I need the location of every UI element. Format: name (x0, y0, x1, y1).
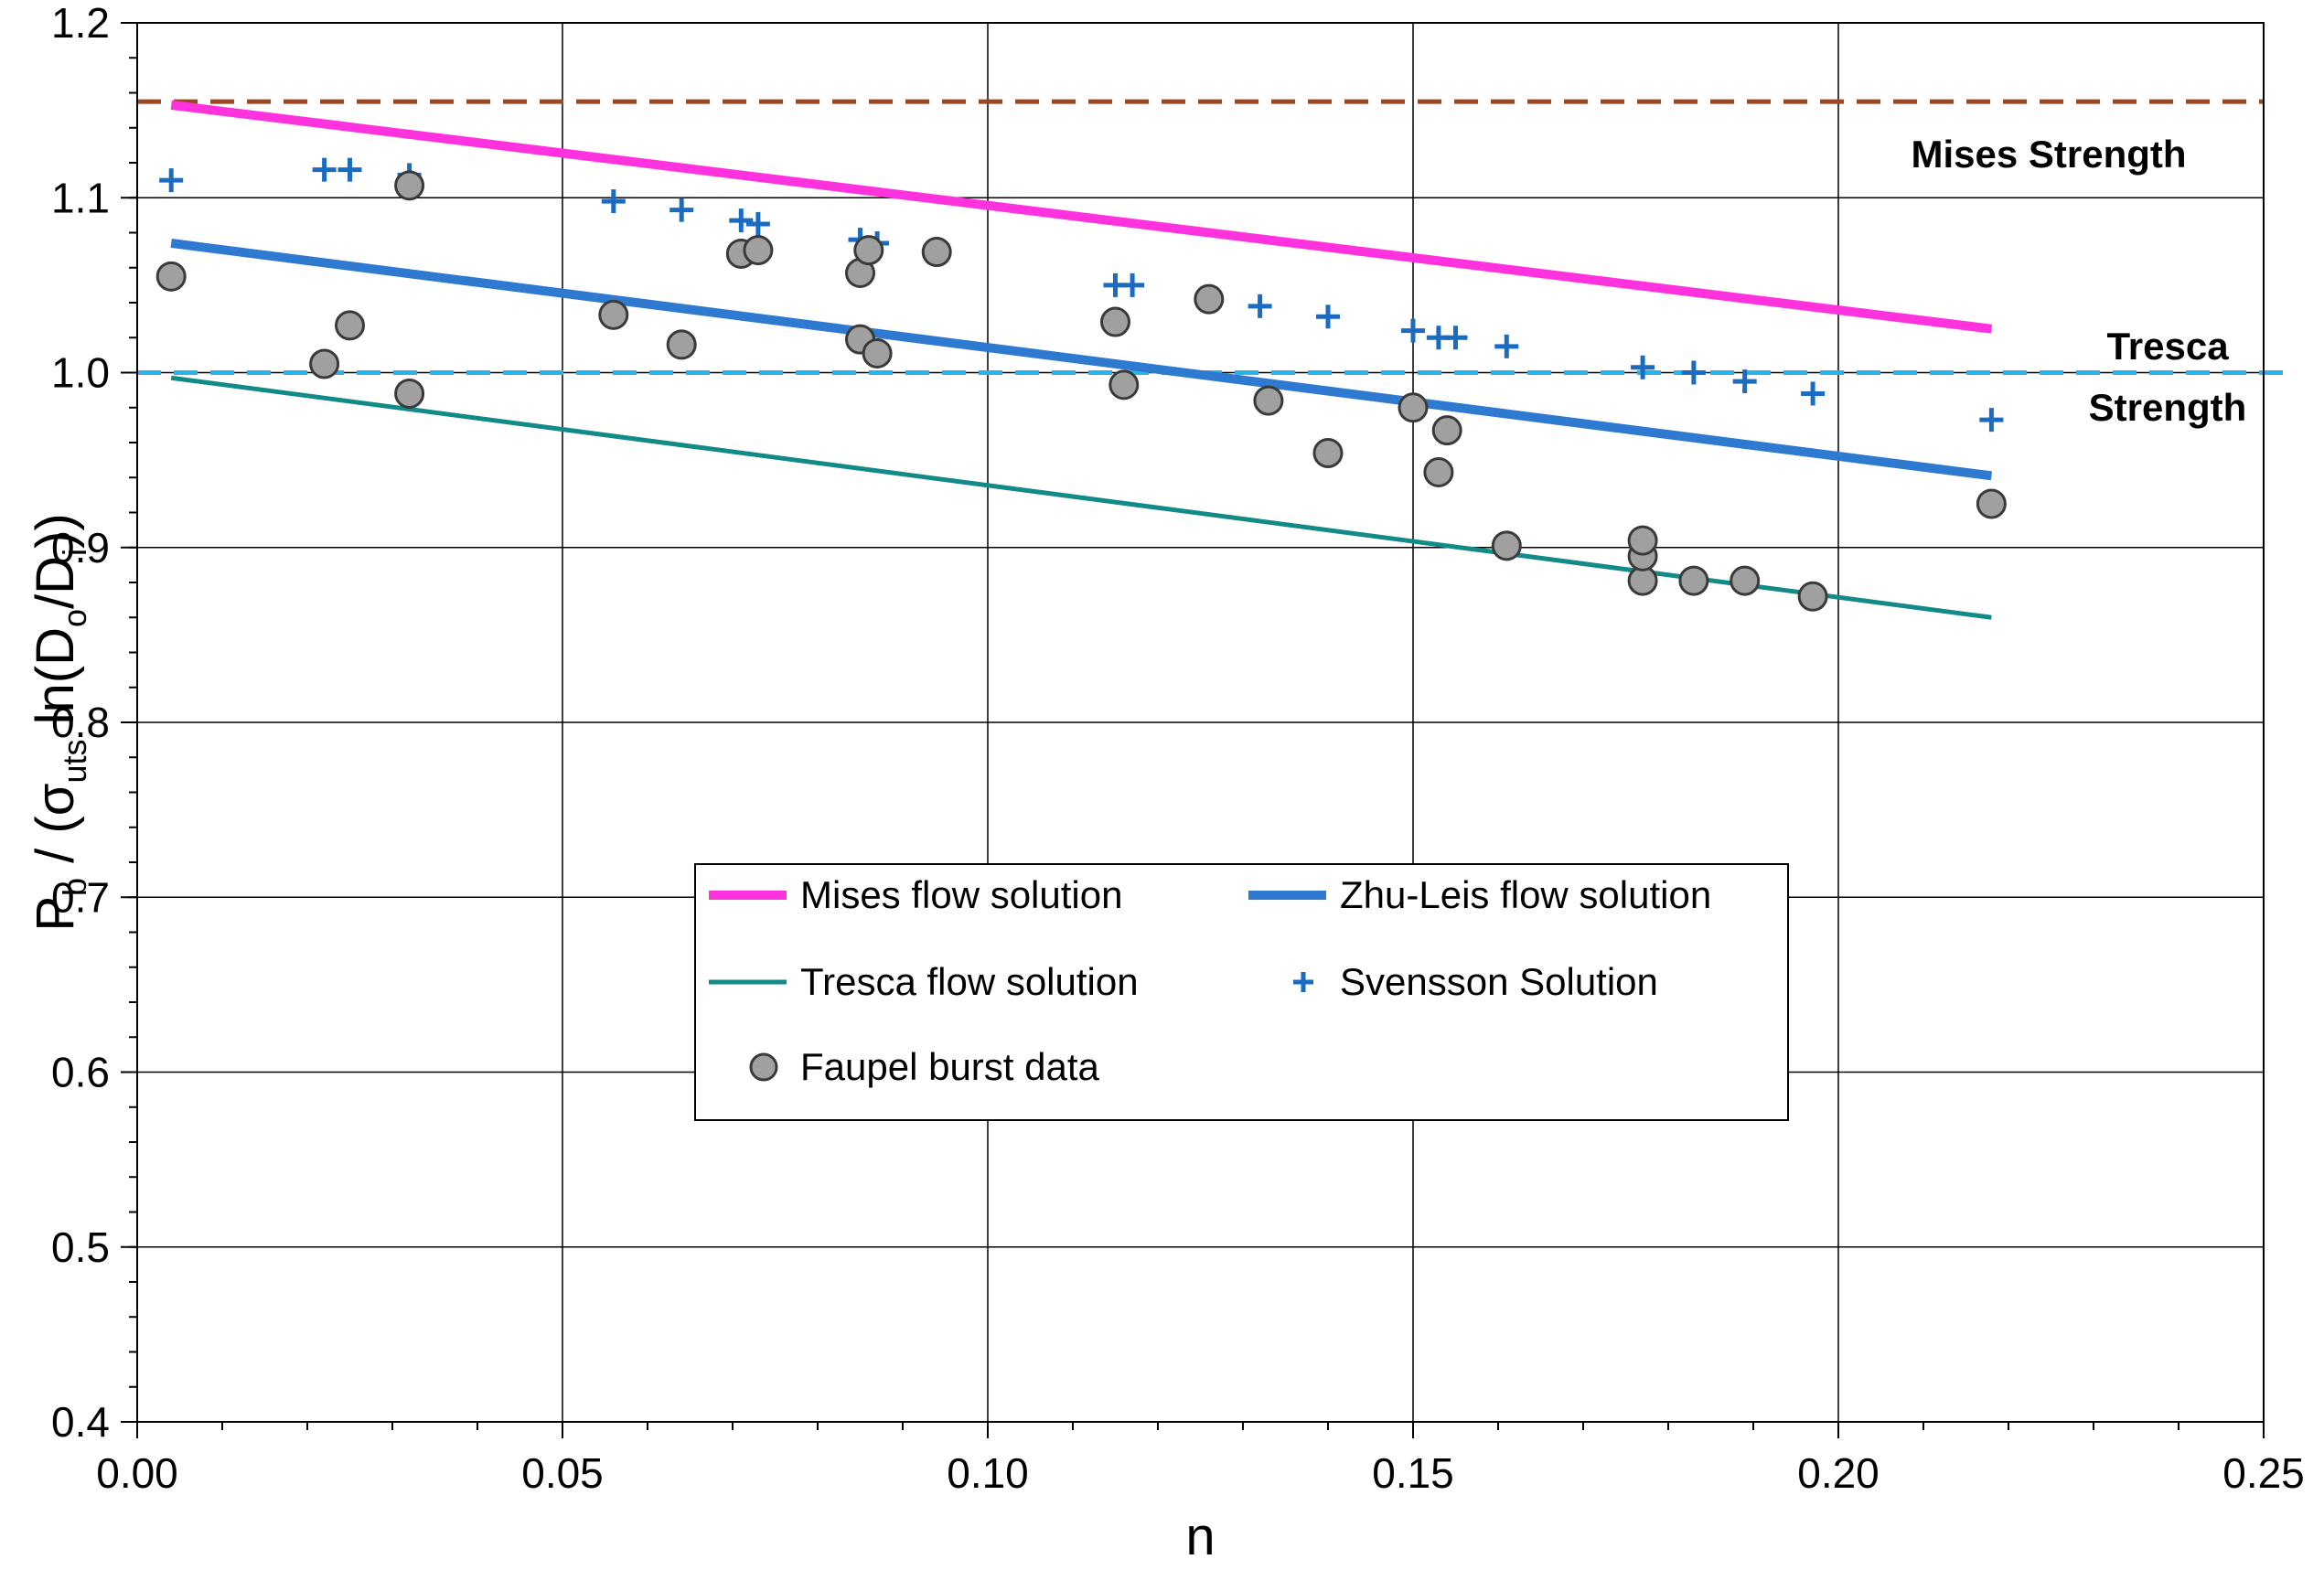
svensson-point-5 (669, 198, 694, 222)
svensson-point-20 (1732, 369, 1757, 394)
faupel-point-25 (1627, 525, 1658, 556)
y-title-sub-i: i (56, 549, 93, 556)
faupel-point-15 (1108, 369, 1140, 401)
faupel-point-27 (1730, 565, 1761, 596)
legend-item-2-label: Tresca flow solution (800, 960, 1139, 1003)
faupel-point-11 (853, 235, 884, 266)
faupel-point-1 (309, 348, 340, 379)
legend-item-3-label: Svensson Solution (1340, 960, 1658, 1003)
faupel-point-26 (1678, 565, 1709, 596)
plot-frame (136, 22, 2265, 1423)
faupel-point-22 (1491, 530, 1522, 561)
legend-item-1: Zhu-Leis flow solution (1248, 873, 1711, 916)
y-title-sub-o: o (56, 609, 93, 627)
svensson-point-18 (1631, 355, 1655, 379)
svensson-point-4 (601, 189, 626, 214)
series-layer (155, 100, 2007, 620)
series-zhu-leis-flow-solution (170, 239, 1993, 481)
y-title-part4: /D (26, 556, 85, 609)
svensson-point-17 (1494, 334, 1519, 358)
y-title-sub-b: b (56, 878, 93, 896)
svensson-point-6 (729, 208, 754, 233)
x-tick-label-1: 0.05 (521, 1449, 604, 1497)
legend-item-4-swatch (749, 1052, 778, 1082)
legend-item-2: Tresca flow solution (709, 960, 1139, 1003)
series-mises-flow-solution (170, 100, 1993, 334)
y-tick-label-6: 1.0 (51, 349, 110, 397)
x-tick-label-3: 0.15 (1372, 1449, 1454, 1497)
y-tick-label-3: 0.7 (51, 873, 110, 921)
mises-strength-label: Mises Strength (1911, 133, 2186, 176)
axis-labels: n Pb / (σuts ln(Do/Di)) (26, 513, 1216, 1566)
y-tick-label-0: 0.4 (51, 1398, 110, 1446)
faupel-point-19 (1398, 392, 1429, 423)
y-title-p: P (26, 896, 85, 932)
axes: 0.00 0.05 0.10 0.15 0.20 0.25 0.4 0.5 0.6 0.7 0.8 0… (51, 0, 2305, 1497)
faupel-point-8 (743, 235, 774, 266)
y-title-part2: / (σ (26, 783, 85, 877)
svensson-point-14 (1401, 318, 1425, 343)
faupel-point-3 (394, 378, 425, 409)
legend-item-3-swatch (1293, 972, 1313, 992)
y-title-sub-uts: uts (56, 739, 93, 783)
svensson-point-11 (1120, 272, 1145, 297)
faupel-point-28 (1797, 581, 1828, 612)
svensson-point-2 (337, 157, 362, 182)
legend-box (694, 863, 1789, 1121)
legend: Mises flow solution Zhu-Leis flow solutio… (694, 863, 1789, 1121)
faupel-point-6 (666, 329, 697, 360)
tresca-label-line1: Tresca (2106, 325, 2229, 368)
svensson-point-12 (1248, 294, 1272, 318)
svensson-point-7 (745, 211, 770, 236)
faupel-point-13 (921, 237, 952, 268)
faupel-point-29 (1976, 488, 2007, 519)
svensson-point-13 (1316, 304, 1340, 329)
faupel-point-4 (394, 170, 425, 201)
tresca-label-line2: Strength (2089, 386, 2247, 429)
x-tick-label-2: 0.10 (947, 1449, 1029, 1497)
faupel-point-20 (1423, 457, 1454, 488)
legend-item-3: Svensson Solution (1293, 960, 1658, 1003)
series-line-1 (170, 239, 1993, 481)
y-tick-label-5: 0.9 (51, 524, 110, 571)
series-faupel-burst-data (155, 170, 2007, 612)
svensson-point-16 (1443, 326, 1468, 350)
legend-item-1-label: Zhu-Leis flow solution (1340, 873, 1711, 916)
faupel-point-0 (155, 261, 187, 292)
faupel-point-14 (1100, 306, 1130, 337)
y-title-part5: )) (26, 513, 85, 549)
faupel-point-17 (1253, 385, 1284, 416)
x-tick-label-4: 0.20 (1797, 1449, 1880, 1497)
faupel-point-12 (862, 337, 893, 368)
x-axis-title: n (1185, 1507, 1215, 1566)
faupel-point-18 (1312, 437, 1344, 468)
svensson-point-1 (312, 157, 337, 182)
x-tick-label-0: 0.00 (96, 1449, 178, 1497)
series-line-0 (170, 100, 1993, 334)
svensson-point-0 (159, 168, 184, 193)
faupel-point-5 (598, 299, 629, 330)
legend-item-0: Mises flow solution (709, 873, 1122, 916)
faupel-point-2 (335, 310, 365, 341)
y-tick-label-8: 1.2 (51, 0, 110, 47)
y-tick-label-7: 1.1 (51, 174, 110, 221)
y-tick-label-2: 0.6 (51, 1049, 110, 1096)
faupel-point-16 (1194, 283, 1225, 315)
legend-item-4: Faupel burst data (749, 1045, 1100, 1088)
y-axis-title: Pb / (σuts ln(Do/Di)) (26, 513, 93, 931)
svensson-point-19 (1681, 360, 1706, 385)
legend-item-0-label: Mises flow solution (800, 873, 1122, 916)
y-title-part3: ln(D (26, 627, 85, 739)
y-tick-label-1: 0.5 (51, 1223, 110, 1271)
x-tick-label-5: 0.25 (2222, 1449, 2305, 1497)
y-tick-label-4: 0.8 (51, 699, 110, 746)
legend-item-4-label: Faupel burst data (800, 1045, 1100, 1088)
svensson-point-21 (1801, 381, 1826, 406)
svensson-point-22 (1979, 408, 2004, 433)
faupel-point-21 (1431, 415, 1462, 446)
